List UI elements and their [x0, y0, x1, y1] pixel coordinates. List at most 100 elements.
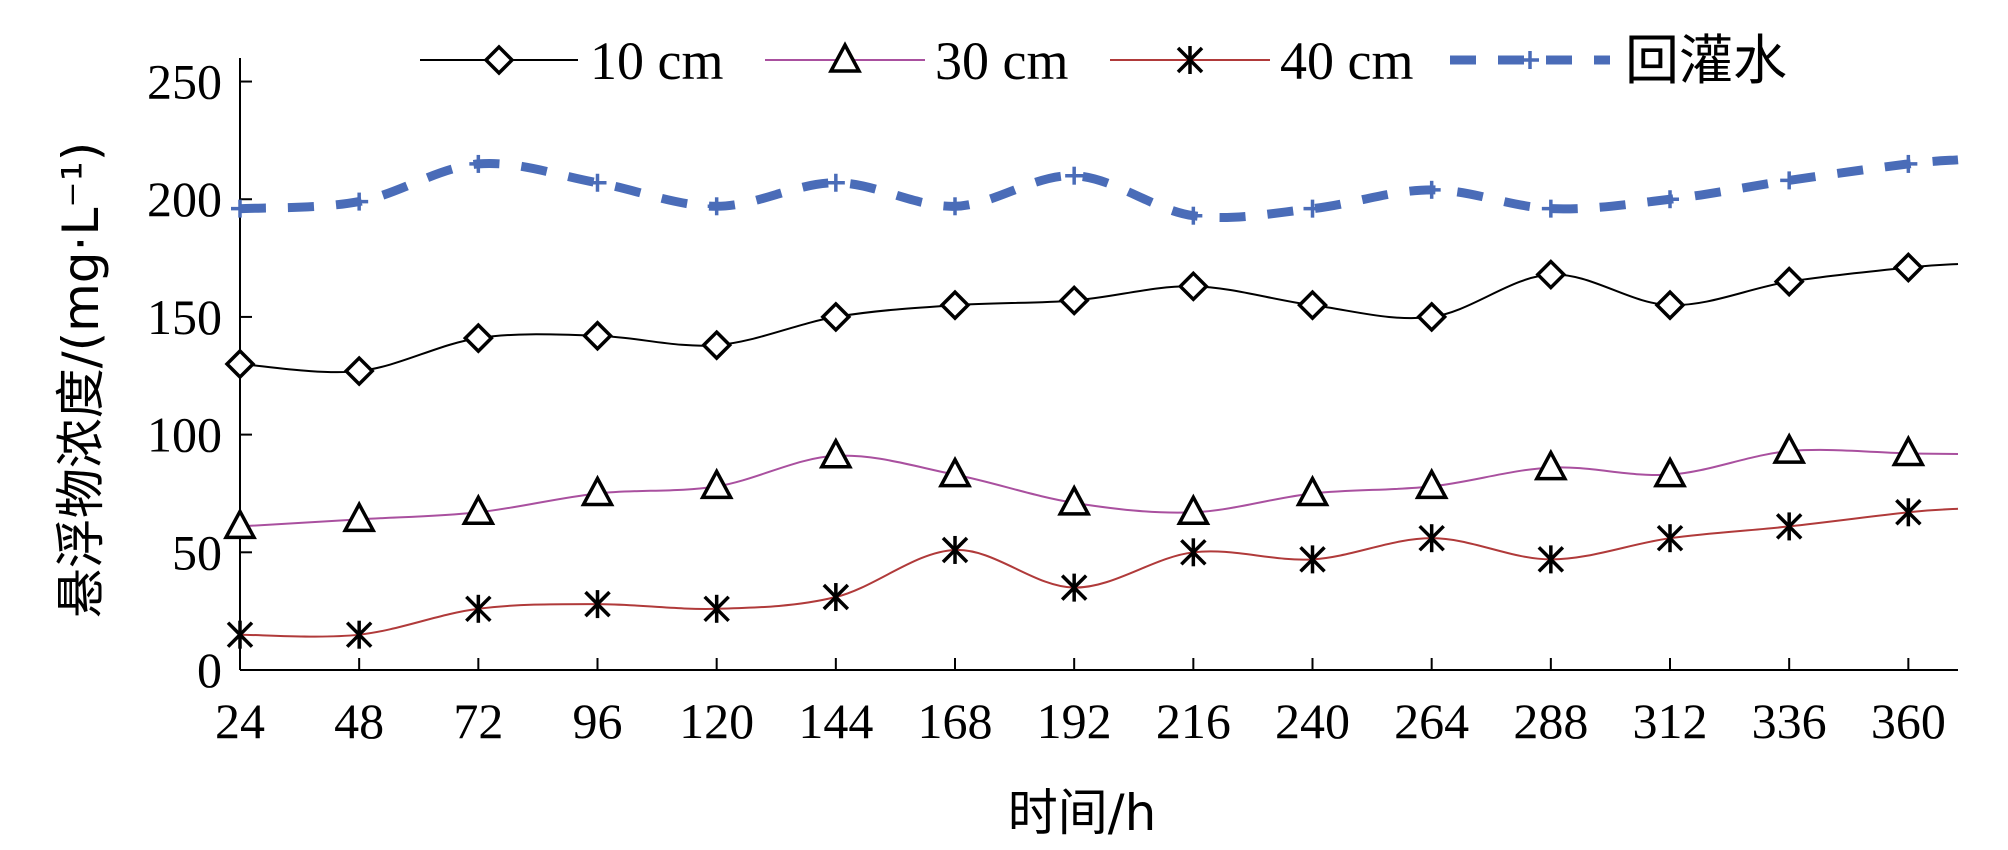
legend-item-3: 回灌水 — [1450, 31, 1787, 91]
legend-item-2: 40 cm — [1110, 31, 1413, 91]
data-point — [1780, 171, 1799, 190]
x-tick-label: 72 — [453, 693, 503, 749]
x-tick-label: 312 — [1633, 693, 1708, 749]
x-tick-label: 24 — [215, 693, 265, 749]
data-point — [224, 348, 256, 380]
data-point — [469, 154, 488, 173]
y-tick-label: 150 — [147, 289, 222, 345]
data-point — [822, 583, 850, 612]
data-point — [1895, 498, 1922, 527]
data-point — [820, 301, 852, 333]
x-tick-label: 264 — [1394, 693, 1469, 749]
tick-labels: 0 50 100 150 200 250 24 48 72 96 120 144 168 192 216 24… — [147, 54, 1946, 749]
y-tick-label: 200 — [147, 171, 222, 227]
data-point — [588, 173, 607, 192]
data-point — [1058, 284, 1090, 316]
data-point — [1535, 259, 1567, 291]
data-point — [699, 467, 734, 500]
data-point — [1773, 266, 1805, 298]
data-point — [1892, 252, 1924, 283]
data-point — [1177, 270, 1209, 302]
series-3 — [231, 154, 1959, 225]
series-layer — [223, 154, 1959, 649]
legend: 10 cm 30 cm 40 cm 回灌水 — [420, 31, 1787, 91]
series-0 — [224, 252, 1959, 387]
data-point — [1661, 190, 1680, 209]
data-point — [1654, 289, 1686, 321]
data-point — [1891, 434, 1926, 467]
data-point — [584, 590, 611, 619]
data-point — [462, 322, 494, 354]
data-point — [707, 197, 726, 216]
data-point — [1656, 524, 1684, 553]
y-tick-label: 100 — [147, 407, 222, 463]
x-tick-label: 240 — [1275, 693, 1350, 749]
legend-marker — [1176, 46, 1204, 74]
x-tick-label: 120 — [679, 693, 754, 749]
data-point — [1414, 467, 1449, 500]
x-tick-label: 168 — [918, 693, 993, 749]
x-tick-label: 288 — [1513, 693, 1588, 749]
data-point — [1533, 448, 1568, 481]
data-point — [1060, 573, 1088, 602]
data-point — [938, 455, 972, 488]
legend-item-1: 30 cm — [765, 31, 1068, 91]
data-point — [231, 199, 249, 218]
legend-item-0: 10 cm — [420, 31, 723, 91]
x-tick-label: 216 — [1156, 693, 1231, 749]
data-point — [1418, 524, 1445, 553]
data-point — [939, 289, 971, 321]
data-point — [1541, 199, 1560, 218]
data-point — [1899, 154, 1918, 173]
x-tick-label: 48 — [334, 693, 384, 749]
data-point — [1537, 545, 1565, 574]
data-point — [461, 493, 496, 526]
y-tick-label: 0 — [197, 642, 222, 698]
data-point — [703, 594, 730, 623]
series-1 — [223, 432, 1959, 540]
data-point — [1303, 199, 1322, 218]
x-tick-label: 96 — [573, 693, 623, 749]
legend-label: 回灌水 — [1625, 31, 1787, 91]
data-point — [701, 329, 733, 361]
data-point — [1297, 289, 1328, 321]
data-point — [1416, 301, 1448, 333]
x-tick-label: 192 — [1037, 693, 1112, 749]
data-point — [465, 594, 492, 623]
data-point — [818, 437, 853, 469]
x-tick-label: 336 — [1752, 693, 1827, 749]
data-point — [1057, 484, 1092, 516]
x-tick-label: 144 — [798, 693, 873, 749]
y-tick-label: 250 — [147, 54, 222, 110]
data-point — [1775, 512, 1803, 541]
axes — [239, 58, 1958, 671]
data-point — [826, 173, 845, 192]
data-point — [1422, 180, 1441, 199]
x-axis-title: 时间/h — [1008, 784, 1157, 842]
series-2 — [226, 498, 1959, 649]
data-point — [1176, 493, 1211, 526]
y-tick-label: 50 — [172, 524, 222, 580]
legend-marker — [1521, 51, 1539, 69]
data-point — [223, 507, 257, 540]
data-point — [342, 500, 377, 533]
data-point — [1772, 432, 1807, 464]
data-point — [350, 192, 369, 211]
legend-marker — [483, 44, 515, 76]
series-line — [239, 507, 1959, 638]
series-line — [239, 448, 1959, 528]
legend-label: 30 cm — [935, 31, 1068, 91]
data-point — [1065, 166, 1084, 185]
data-point — [345, 620, 373, 649]
series-line — [239, 155, 1959, 222]
data-point — [1653, 455, 1687, 488]
data-point — [582, 320, 613, 352]
data-point — [1184, 206, 1203, 225]
data-point — [1180, 538, 1207, 567]
data-point — [226, 620, 254, 649]
data-point — [1295, 474, 1330, 507]
x-tick-label: 360 — [1871, 693, 1946, 749]
data-point — [580, 474, 615, 507]
legend-marker — [828, 41, 862, 73]
